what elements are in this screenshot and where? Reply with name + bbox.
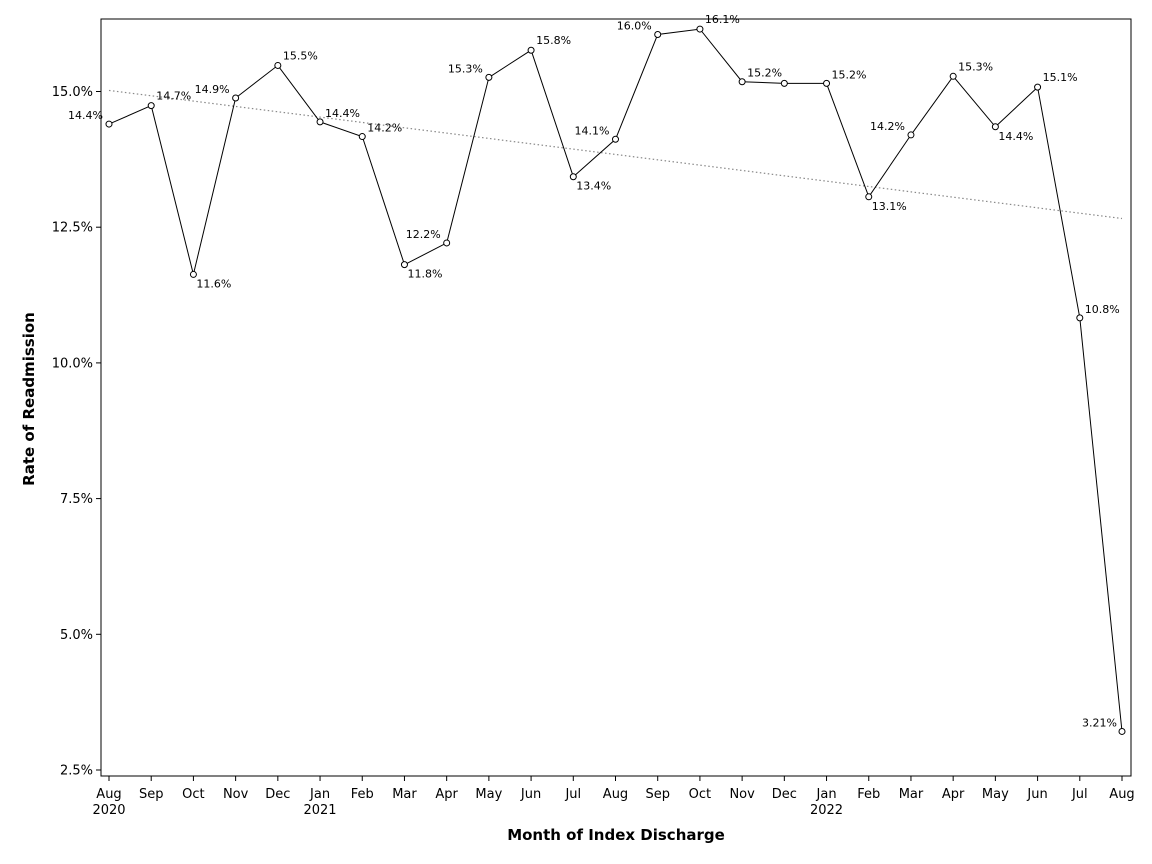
data-point bbox=[485, 73, 493, 81]
data-point bbox=[147, 102, 155, 110]
x-tick-label: Jan bbox=[816, 787, 837, 802]
data-label: 13.1% bbox=[872, 200, 907, 213]
x-tick-label: Jun bbox=[1026, 787, 1047, 802]
y-tick-label: 10.0% bbox=[52, 356, 93, 371]
data-label: 3.21% bbox=[1082, 716, 1117, 729]
data-point bbox=[358, 133, 366, 141]
data-label: 11.8% bbox=[407, 268, 442, 281]
data-point bbox=[189, 270, 197, 278]
x-tick-label: Mar bbox=[899, 787, 924, 802]
x-tick-label: Nov bbox=[223, 787, 249, 802]
data-label: 14.9% bbox=[195, 83, 230, 96]
data-point bbox=[949, 72, 957, 80]
x-axis-title: Month of Index Discharge bbox=[507, 826, 725, 844]
data-label: 11.6% bbox=[196, 277, 231, 290]
x-tick-label: Apr bbox=[435, 787, 458, 802]
data-label: 14.4% bbox=[68, 109, 103, 122]
x-year-label: 2020 bbox=[92, 803, 125, 818]
series-line-layer bbox=[108, 28, 1123, 732]
x-tick-label: Jan bbox=[309, 787, 330, 802]
y-axis: 2.5% 5.0% 7.5% 10.0% 12.5% 15.0% bbox=[52, 85, 101, 779]
data-label: 15.1% bbox=[1043, 71, 1078, 84]
x-year-label: 2021 bbox=[303, 803, 336, 818]
data-point bbox=[1076, 314, 1084, 322]
data-point bbox=[823, 79, 831, 87]
x-tick-label: Aug bbox=[1109, 787, 1134, 802]
x-tick-label: Mar bbox=[392, 787, 417, 802]
data-point bbox=[232, 94, 240, 102]
x-tick-label: Jul bbox=[564, 787, 581, 802]
data-label: 14.4% bbox=[998, 130, 1033, 143]
trendline bbox=[108, 89, 1123, 220]
data-point bbox=[654, 31, 662, 39]
data-point bbox=[738, 78, 746, 86]
data-label: 15.8% bbox=[536, 34, 571, 47]
data-point bbox=[991, 123, 999, 131]
x-tick-label: May bbox=[982, 787, 1009, 802]
data-point bbox=[907, 131, 915, 139]
data-label: 13.4% bbox=[576, 180, 611, 193]
x-tick-label: Sep bbox=[139, 787, 164, 802]
data-point bbox=[612, 135, 619, 143]
y-axis-title: Rate of Readmission bbox=[20, 312, 38, 486]
data-label: 14.4% bbox=[325, 107, 360, 120]
x-tick-label: Jun bbox=[520, 787, 541, 802]
series-line bbox=[108, 28, 1123, 732]
data-point bbox=[527, 46, 535, 54]
data-label: 14.2% bbox=[367, 122, 402, 135]
x-tick-label: Sep bbox=[645, 787, 670, 802]
data-point bbox=[1118, 727, 1126, 735]
x-tick-label: Apr bbox=[942, 787, 965, 802]
x-tick-label: Aug bbox=[603, 787, 628, 802]
plot-frame bbox=[100, 18, 1132, 777]
data-label: 14.1% bbox=[575, 124, 610, 137]
data-label-layer: 14.4% 14.7% 11.6% 14.9% 15.5% 14.4% 14.2% 11.8%… bbox=[68, 13, 1120, 729]
data-point-layer bbox=[105, 25, 1126, 735]
x-tick-label: Dec bbox=[772, 787, 797, 802]
data-label: 14.2% bbox=[870, 120, 905, 133]
x-axis: Aug Sep Oct Nov Dec Jan Feb Mar Apr May Jun Jul Aug S… bbox=[92, 776, 1135, 818]
y-tick-label: 5.0% bbox=[60, 628, 93, 643]
y-tick-label: 7.5% bbox=[60, 492, 93, 507]
data-point bbox=[865, 193, 873, 201]
data-point bbox=[443, 239, 451, 247]
x-tick-label: Nov bbox=[729, 787, 755, 802]
data-point bbox=[569, 173, 577, 181]
x-tick-label: Oct bbox=[689, 787, 711, 802]
y-tick-label: 2.5% bbox=[60, 764, 93, 779]
data-label: 12.2% bbox=[406, 228, 441, 241]
data-point bbox=[780, 79, 788, 87]
x-tick-label: Dec bbox=[265, 787, 290, 802]
data-label: 10.8% bbox=[1085, 303, 1120, 316]
x-tick-label: May bbox=[475, 787, 502, 802]
data-label: 16.1% bbox=[705, 13, 740, 26]
x-year-label: 2022 bbox=[810, 803, 843, 818]
data-label: 14.7% bbox=[156, 90, 191, 103]
data-point bbox=[105, 120, 113, 128]
data-point bbox=[316, 118, 324, 126]
data-point bbox=[696, 25, 704, 33]
data-label: 15.3% bbox=[958, 60, 993, 73]
data-label: 15.5% bbox=[283, 49, 318, 62]
x-tick-label: Oct bbox=[182, 787, 204, 802]
data-point bbox=[1034, 83, 1042, 91]
y-tick-label: 15.0% bbox=[52, 85, 93, 100]
data-label: 15.2% bbox=[747, 67, 782, 80]
x-tick-label: Feb bbox=[351, 787, 374, 802]
y-tick-label: 12.5% bbox=[52, 221, 93, 236]
x-tick-label: Jul bbox=[1071, 787, 1088, 802]
data-label: 16.0% bbox=[617, 20, 652, 33]
data-label: 15.2% bbox=[832, 68, 867, 81]
trendline-layer bbox=[108, 89, 1123, 220]
x-tick-label: Aug bbox=[96, 787, 121, 802]
data-label: 15.3% bbox=[448, 62, 483, 75]
data-point bbox=[274, 61, 282, 69]
data-point bbox=[400, 261, 408, 269]
x-tick-label: Feb bbox=[857, 787, 880, 802]
